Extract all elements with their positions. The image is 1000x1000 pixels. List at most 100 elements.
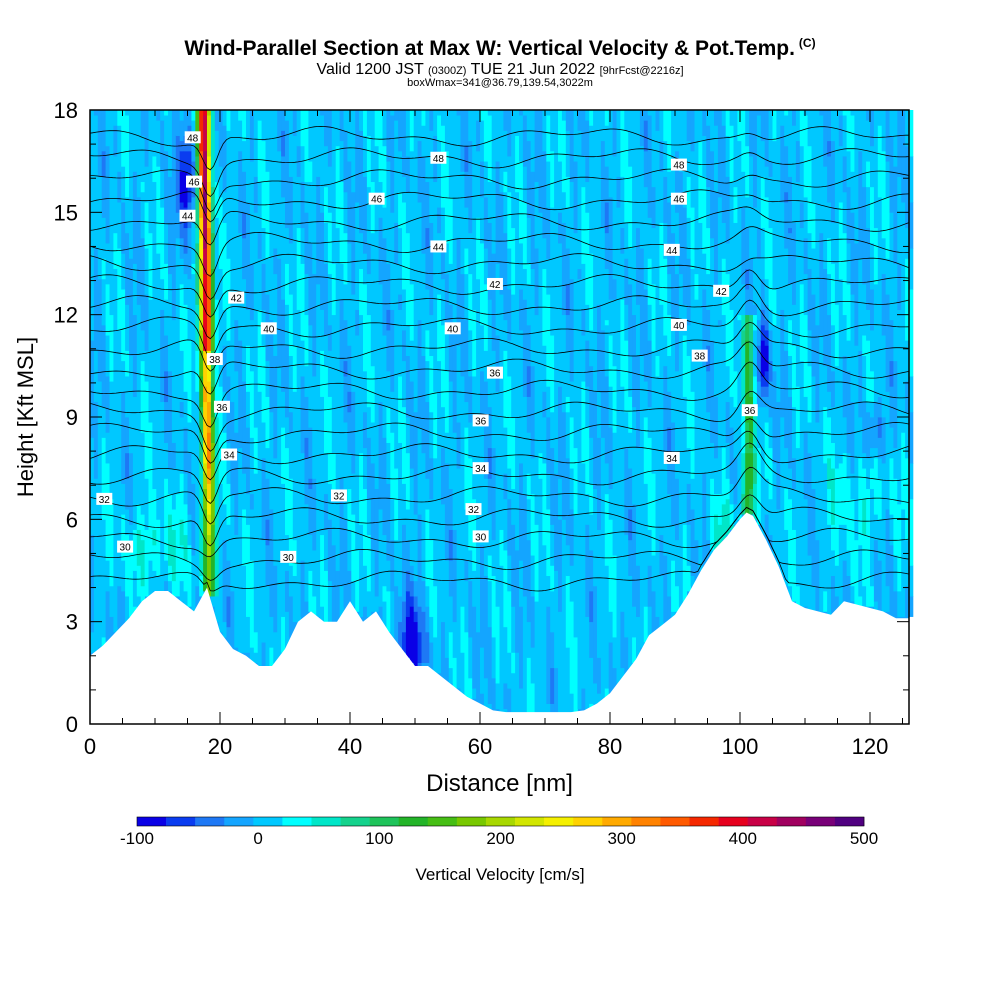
- velocity-cell: [866, 186, 871, 229]
- velocity-cell: [885, 161, 890, 198]
- velocity-cell: [889, 514, 894, 546]
- colorbar-swatch: [369, 817, 400, 826]
- velocity-cell: [858, 110, 863, 152]
- velocity-cell: [511, 488, 516, 525]
- velocity-cell: [109, 498, 114, 587]
- velocity-cell: [866, 110, 871, 121]
- x-tick-label: 100: [722, 734, 759, 759]
- velocity-cell: [511, 417, 516, 490]
- velocity-cell: [324, 335, 329, 367]
- velocity-cell: [207, 401, 212, 433]
- velocity-cell: [702, 135, 707, 177]
- velocity-cell: [873, 514, 879, 541]
- velocity-cell: [862, 498, 867, 536]
- velocity-cell: [199, 432, 204, 464]
- velocity-cell: [386, 110, 391, 162]
- velocity-cell: [706, 227, 711, 275]
- y-axis-label: Height [Kft MSL]: [13, 337, 38, 497]
- velocity-cell: [253, 427, 259, 474]
- velocity-cell: [273, 565, 278, 633]
- velocity-cell: [249, 647, 255, 663]
- velocity-cell: [347, 243, 352, 346]
- velocity-cell: [226, 442, 231, 484]
- velocity-cell: [725, 135, 730, 177]
- velocity-cell: [324, 529, 329, 571]
- velocity-cell: [398, 191, 403, 229]
- velocity-cell: [292, 345, 298, 392]
- velocity-cell: [663, 140, 668, 177]
- velocity-cell: [183, 427, 188, 474]
- velocity-cell: [378, 606, 383, 617]
- colorbar-swatch: [747, 817, 778, 826]
- velocity-cell: [647, 529, 652, 566]
- velocity-cell: [667, 202, 672, 275]
- velocity-cell: [417, 631, 422, 663]
- velocity-cell: [534, 601, 539, 715]
- title-copyright: (C): [798, 36, 816, 50]
- velocity-cell: [495, 161, 500, 264]
- velocity-cell: [569, 565, 574, 602]
- velocity-cell: [507, 498, 512, 556]
- velocity-cell: [164, 401, 169, 443]
- velocity-cell: [405, 110, 411, 157]
- velocity-cell: [706, 539, 711, 561]
- velocity-cell: [183, 273, 188, 305]
- velocity-cell: [811, 110, 816, 203]
- theta-label: 48: [673, 161, 685, 172]
- theta-label-bg: [430, 151, 447, 164]
- velocity-cell: [550, 667, 555, 704]
- velocity-cell: [698, 110, 703, 142]
- colorbar-swatch: [544, 817, 574, 826]
- velocity-cell: [101, 406, 106, 438]
- velocity-cell: [522, 166, 528, 203]
- velocity-cell: [249, 370, 255, 438]
- velocity-cell: [125, 417, 130, 454]
- velocity-cell: [503, 683, 508, 710]
- velocity-cell: [183, 304, 188, 392]
- velocity-cell: [405, 509, 411, 541]
- velocity-cell: [862, 283, 867, 336]
- velocity-cell: [702, 473, 707, 566]
- velocity-cell: [218, 483, 223, 633]
- velocity-cell: [292, 621, 298, 628]
- velocity-cell: [690, 509, 695, 577]
- velocity-cell: [569, 509, 574, 566]
- velocity-cell: [889, 457, 894, 515]
- velocity-cell: [764, 196, 769, 280]
- velocity-cell: [441, 324, 446, 408]
- velocity-cell: [152, 488, 157, 530]
- velocity-cell: [476, 278, 481, 633]
- velocity-cell: [347, 345, 352, 392]
- velocity-cell: [799, 145, 805, 203]
- velocity-cell: [604, 202, 610, 234]
- velocity-cell: [854, 110, 859, 244]
- theta-label-bg: [117, 540, 134, 553]
- velocity-cell: [729, 309, 734, 397]
- velocity-cell: [768, 176, 773, 229]
- velocity-cell: [433, 637, 438, 674]
- velocity-cell: [417, 606, 422, 633]
- velocity-cell: [238, 232, 243, 341]
- velocity-cell: [760, 278, 766, 310]
- velocity-cell: [468, 580, 473, 638]
- velocity-cell: [265, 519, 270, 546]
- velocity-cell: [546, 473, 551, 510]
- velocity-cell: [764, 478, 769, 515]
- velocity-cell: [246, 309, 251, 346]
- velocity-cell: [441, 125, 446, 208]
- velocity-cell: [144, 294, 149, 351]
- velocity-cell: [199, 202, 204, 218]
- velocity-cell: [394, 539, 399, 587]
- velocity-cell: [909, 289, 914, 377]
- velocity-cell: [597, 391, 602, 438]
- velocity-cell: [788, 468, 793, 500]
- velocity-cell: [515, 652, 520, 715]
- theta-contour-line: [89, 418, 910, 464]
- velocity-cell: [195, 156, 200, 177]
- velocity-cell: [265, 447, 270, 479]
- velocity-cell: [862, 355, 867, 403]
- velocity-cell: [483, 161, 489, 198]
- velocity-cell: [667, 596, 672, 623]
- velocity-cell: [249, 493, 255, 510]
- velocity-cell: [105, 590, 110, 643]
